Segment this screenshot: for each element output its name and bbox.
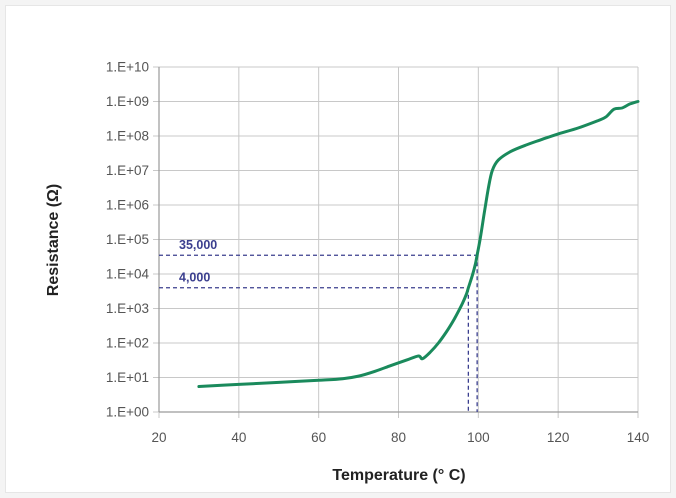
y-axis-ticks: 1.E+00 1.E+01 1.E+02 1.E+03 1.E+04 1.E+05 1.E+… [106, 60, 150, 420]
x-tick-label: 60 [311, 430, 326, 445]
x-tick-label: 100 [467, 430, 490, 445]
annotation-guides [159, 254, 478, 412]
annotation-label: 4,000 [179, 271, 210, 285]
x-axis-ticks: 20 40 60 80 100 120 140 [151, 430, 649, 445]
y-tick-label: 1.E+01 [106, 370, 149, 385]
y-tick-label: 1.E+04 [106, 267, 150, 282]
y-axis-label: Resistance (Ω) [45, 184, 62, 296]
annotation-label: 35,000 [179, 238, 217, 252]
x-tick-label: 20 [151, 430, 166, 445]
y-tick-label: 1.E+00 [106, 405, 149, 420]
y-tick-label: 1.E+10 [106, 60, 149, 75]
y-tick-label: 1.E+02 [106, 336, 149, 351]
x-tick-label: 40 [231, 430, 246, 445]
y-tick-label: 1.E+05 [106, 232, 149, 247]
x-tick-label: 120 [547, 430, 570, 445]
y-tick-label: 1.E+07 [106, 163, 149, 178]
x-axis-label: Temperature (° C) [332, 467, 465, 484]
y-tick-label: 1.E+08 [106, 129, 149, 144]
annotation-labels: 35,000 4,000 [179, 238, 217, 284]
grid [153, 66, 639, 418]
x-tick-label: 140 [627, 430, 650, 445]
y-tick-label: 1.E+09 [106, 94, 149, 109]
x-tick-label: 80 [391, 430, 406, 445]
y-tick-label: 1.E+03 [106, 301, 149, 316]
series-line [197, 100, 640, 388]
y-tick-label: 1.E+06 [106, 198, 149, 213]
